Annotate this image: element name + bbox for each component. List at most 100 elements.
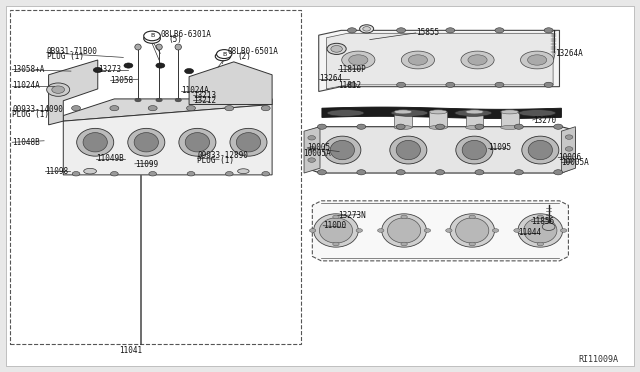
Ellipse shape — [456, 218, 489, 243]
Circle shape — [308, 147, 316, 151]
Text: 15855: 15855 — [416, 28, 439, 38]
Ellipse shape — [401, 51, 435, 69]
Text: 11810P: 11810P — [338, 65, 365, 74]
Text: PLUG (1): PLUG (1) — [47, 52, 84, 61]
Circle shape — [378, 229, 384, 232]
Circle shape — [537, 215, 543, 219]
Ellipse shape — [468, 55, 487, 65]
Text: (2): (2) — [237, 52, 251, 61]
Ellipse shape — [156, 44, 163, 50]
Circle shape — [184, 68, 193, 74]
Circle shape — [309, 229, 316, 232]
Circle shape — [308, 158, 316, 162]
Text: 0B931-71B00: 0B931-71B00 — [47, 47, 97, 56]
Ellipse shape — [396, 140, 420, 160]
Circle shape — [401, 242, 407, 246]
Bar — [466, 112, 483, 128]
Ellipse shape — [456, 136, 493, 164]
Circle shape — [515, 170, 524, 175]
Text: 13273N: 13273N — [338, 211, 365, 220]
Ellipse shape — [237, 169, 249, 174]
Polygon shape — [63, 99, 272, 121]
Text: B: B — [150, 36, 154, 41]
Text: B: B — [221, 54, 225, 59]
Circle shape — [333, 215, 339, 219]
Ellipse shape — [314, 214, 358, 247]
Ellipse shape — [175, 44, 181, 50]
Text: 08LB6-6301A: 08LB6-6301A — [161, 30, 211, 39]
Circle shape — [544, 82, 553, 87]
Circle shape — [110, 106, 119, 111]
Ellipse shape — [319, 218, 353, 243]
Circle shape — [262, 171, 269, 176]
Text: 13212: 13212 — [193, 96, 217, 105]
Polygon shape — [312, 201, 568, 261]
Circle shape — [514, 229, 520, 232]
Circle shape — [475, 124, 484, 129]
Text: 11095: 11095 — [488, 143, 511, 152]
Text: B: B — [222, 52, 227, 57]
Ellipse shape — [363, 27, 371, 31]
Bar — [429, 112, 447, 128]
Circle shape — [52, 86, 65, 93]
Ellipse shape — [520, 51, 554, 69]
Circle shape — [72, 106, 81, 111]
Ellipse shape — [128, 128, 165, 156]
Polygon shape — [561, 127, 575, 173]
Circle shape — [356, 229, 362, 232]
Ellipse shape — [342, 51, 375, 69]
Ellipse shape — [236, 133, 260, 152]
Bar — [10, 10, 301, 343]
Circle shape — [261, 106, 270, 111]
Text: B: B — [150, 33, 154, 38]
Ellipse shape — [522, 136, 559, 164]
Text: 13270: 13270 — [532, 116, 556, 125]
Circle shape — [348, 82, 356, 87]
Text: 13264: 13264 — [319, 74, 342, 83]
Text: RI11009A: RI11009A — [579, 355, 619, 364]
Bar — [394, 112, 412, 128]
Circle shape — [436, 124, 445, 129]
Text: PLUG (1): PLUG (1) — [12, 110, 49, 119]
Circle shape — [537, 242, 543, 246]
Text: (5): (5) — [168, 35, 182, 44]
Circle shape — [446, 28, 455, 33]
Text: 11044: 11044 — [518, 228, 541, 237]
Text: 13058+A: 13058+A — [12, 65, 45, 74]
Ellipse shape — [500, 110, 518, 114]
Circle shape — [446, 82, 455, 87]
Ellipse shape — [518, 214, 563, 247]
Circle shape — [216, 49, 232, 58]
Ellipse shape — [84, 169, 97, 174]
Text: 11099: 11099 — [135, 160, 158, 169]
Ellipse shape — [524, 218, 557, 243]
Circle shape — [148, 106, 157, 111]
Ellipse shape — [77, 128, 114, 156]
Circle shape — [492, 229, 499, 232]
Text: 10005A: 10005A — [303, 148, 330, 157]
Circle shape — [149, 171, 157, 176]
Text: 11024A: 11024A — [180, 86, 209, 95]
Text: 11856: 11856 — [531, 217, 554, 226]
Circle shape — [156, 63, 165, 68]
Circle shape — [542, 223, 555, 231]
Text: 08LB0-6501A: 08LB0-6501A — [227, 47, 278, 56]
Text: 13213: 13213 — [193, 91, 217, 100]
Ellipse shape — [324, 136, 361, 164]
Circle shape — [124, 63, 133, 68]
Circle shape — [135, 98, 141, 102]
Text: 09933-12890: 09933-12890 — [197, 151, 248, 160]
Circle shape — [565, 135, 573, 139]
Circle shape — [47, 83, 70, 96]
Ellipse shape — [461, 51, 494, 69]
Polygon shape — [189, 62, 272, 105]
Circle shape — [469, 215, 476, 219]
Ellipse shape — [331, 45, 342, 52]
Text: 11049B: 11049B — [97, 154, 124, 163]
Ellipse shape — [518, 110, 556, 116]
Text: 00933-14090: 00933-14090 — [12, 105, 63, 114]
Ellipse shape — [185, 133, 209, 152]
Circle shape — [357, 124, 366, 129]
Ellipse shape — [387, 218, 420, 243]
Polygon shape — [304, 127, 320, 173]
